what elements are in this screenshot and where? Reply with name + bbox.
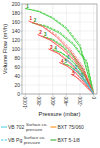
legend-label: VB Pg [8,137,22,143]
curve-label: 3 [50,45,53,50]
tick-mark [79,94,80,96]
curve-label: 2 [75,65,78,70]
tick-mark [21,4,23,5]
legend-entry: VB PgSurface co-pressure [1,135,46,145]
curve [60,63,94,95]
grid-line [22,49,97,50]
tick-label: -400 [63,96,69,106]
curve-label: 4 [61,59,64,64]
tick-mark [25,94,26,96]
legend-swatch [1,127,7,128]
curve [72,69,93,94]
curve [42,36,93,93]
curve [53,50,94,94]
plot-frame [22,4,97,94]
tick-label: 20 [14,82,20,88]
curve-label: 2 [39,30,42,35]
curve [38,35,94,94]
y-axis-label: Volume Flow (m³/h) [2,24,8,74]
curve-label: 5 [64,59,67,64]
curve [63,63,94,93]
curve-label: 1 [67,55,70,60]
legend-entry: VB 702Surface co-pressure [1,122,48,132]
tick-mark [93,94,94,96]
tick-label: 160 [12,19,21,25]
axes: -1000 -800 -600 -400 -200 0 0 20 40 60 80 100 120 140… [12,1,97,109]
grid [22,4,97,94]
curve [38,35,94,94]
tick-label: 80 [14,55,20,61]
curve [49,49,94,94]
tick-label: -1000 [22,96,28,109]
grid-line [22,31,97,32]
curve [25,9,93,95]
curve-label: 2 [34,18,37,23]
tick-mark [21,13,23,14]
tick-label: 0 [17,91,20,97]
legend-swatch [50,127,56,128]
curve [79,77,93,94]
curve [63,63,94,94]
tick-mark [21,40,23,41]
tick-mark [66,94,67,96]
curve-label: 4 [54,46,57,51]
tick-mark [21,94,23,95]
tick-mark [21,76,23,77]
legend-description: Surface co-pressure [24,135,46,145]
tick-mark [21,67,23,68]
tick-mark [21,31,23,32]
tick-label: 140 [12,28,21,34]
tick-label: 120 [12,37,21,43]
curve-label: 3 [44,32,47,37]
tick-mark [21,49,23,50]
curve [65,59,94,94]
curve-label: 3 [81,73,84,78]
curves [25,9,93,95]
chart: -1000 -800 -600 -400 -200 0 0 20 40 60 80 100 120 140… [0,0,100,148]
x-axis-label: Pressure (mbar) [39,111,81,117]
legend-entry: BXT 5-1/8 [50,137,80,143]
tick-label: 60 [14,64,20,70]
tick-label: 40 [14,73,20,79]
tick-label: -600 [50,96,56,106]
tick-label: 100 [12,46,21,52]
tick-label: -800 [36,96,42,106]
grid-line [22,13,97,14]
tick-mark [21,85,23,86]
tick-label: 180 [12,10,21,16]
legend: VB 702Surface co-pressureVB PgSurface co… [1,122,84,145]
curve-label: 1 [30,16,33,21]
curve [53,50,94,93]
curve [42,36,93,94]
grid-line [22,58,97,59]
legend-label: BXT 75/060 [57,124,84,130]
curve-label: 5 [72,71,75,76]
legend-label: VB 702 [8,124,25,130]
legend-swatch [50,140,56,141]
legend-entry: BXT 75/060 [50,124,84,130]
tick-mark [21,58,23,59]
tick-mark [21,22,23,23]
tick-mark [52,94,53,96]
curve [60,63,94,94]
curve [32,23,93,94]
curve [49,49,94,93]
curve [29,21,94,94]
tick-mark [39,94,40,96]
tick-label: -200 [77,96,83,106]
legend-swatch [1,140,7,141]
curve [32,23,93,93]
legend-label: BXT 5-1/8 [57,137,80,143]
curve-labels: 1234512345123 [26,4,84,78]
curve [25,9,93,94]
tick-label: 0 [91,96,97,99]
legend-description: Surface co-pressure [26,122,48,132]
curve-label: 1 [26,4,29,9]
curve [29,21,94,93]
tick-label: 200 [12,1,21,7]
